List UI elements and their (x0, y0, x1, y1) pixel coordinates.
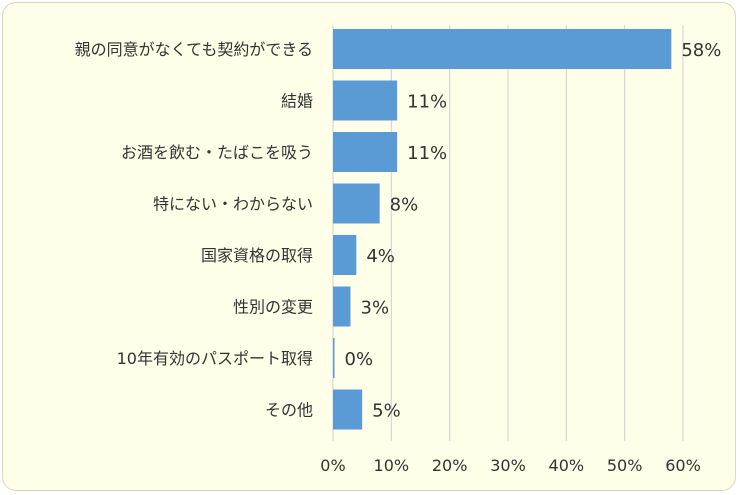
x-tick-label: 0% (320, 456, 345, 475)
value-label: 58% (681, 40, 721, 61)
bar (333, 80, 398, 121)
category-label: お酒を飲む・たばこを吸う (121, 143, 313, 162)
category-label: 親の同意がなくても契約ができる (75, 40, 313, 59)
x-tick-label: 30% (490, 456, 526, 475)
category-label: その他 (265, 401, 313, 420)
bar (333, 235, 357, 275)
value-labels: 58% 11% 11% 8% 4% 3% 0% 5% (345, 40, 722, 422)
x-tick-label: 50% (607, 456, 643, 475)
x-tick-labels: 0% 10% 20% 30% 40% 50% 60% (320, 456, 700, 475)
chart-frame: 親の同意がなくても契約ができる結婚お酒を飲む・たばこを吸う特にない・わからない国… (2, 2, 736, 491)
bar-chart: 親の同意がなくても契約ができる結婚お酒を飲む・たばこを吸う特にない・わからない国… (75, 25, 722, 475)
category-labels: 親の同意がなくても契約ができる結婚お酒を飲む・たばこを吸う特にない・わからない国… (75, 40, 313, 420)
bar (333, 183, 380, 224)
value-label: 3% (361, 298, 390, 319)
x-tick-label: 60% (665, 456, 701, 475)
x-tick-label: 40% (549, 456, 585, 475)
value-label: 0% (345, 349, 374, 370)
value-label: 11% (407, 143, 447, 164)
bar (333, 132, 398, 172)
bars (333, 29, 672, 430)
category-label: 性別の変更 (233, 298, 313, 317)
value-label: 8% (390, 195, 419, 216)
category-label: 国家資格の取得 (201, 246, 313, 265)
value-label: 5% (372, 401, 401, 422)
bar (333, 389, 363, 430)
bar (333, 286, 351, 327)
category-label: 結婚 (281, 92, 313, 111)
x-tick-label: 10% (374, 456, 410, 475)
category-label: 10年有効のパスポート取得 (117, 349, 313, 368)
x-tick-label: 20% (432, 456, 468, 475)
bar (333, 338, 335, 378)
value-label: 4% (366, 246, 395, 267)
bar (333, 29, 672, 69)
value-label: 11% (407, 92, 447, 113)
category-label: 特にない・わからない (153, 195, 313, 214)
